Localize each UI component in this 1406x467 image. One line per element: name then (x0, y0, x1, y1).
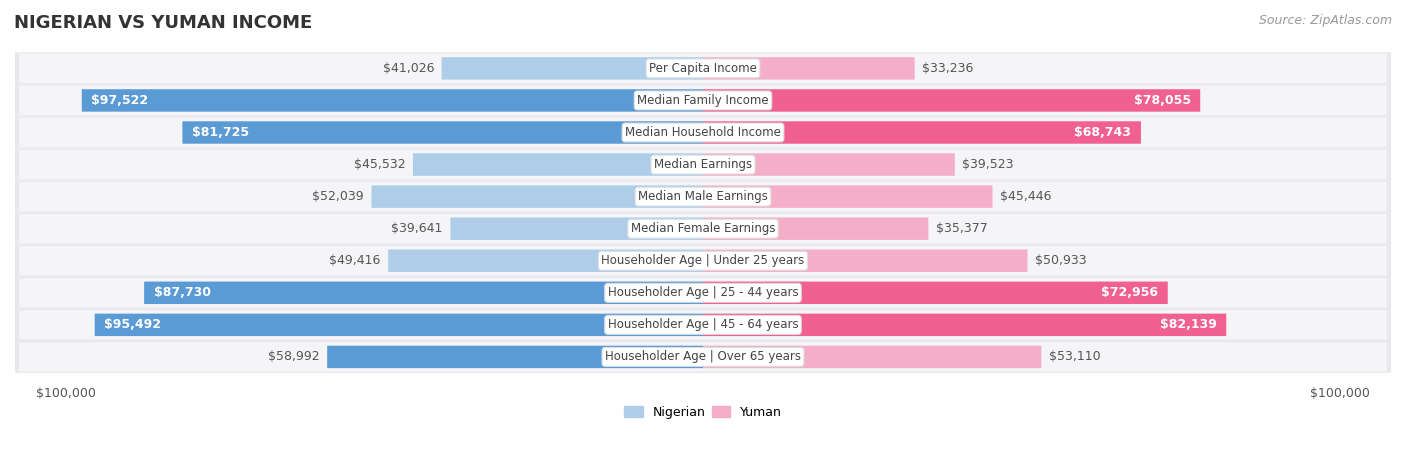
FancyBboxPatch shape (703, 346, 1042, 368)
FancyBboxPatch shape (145, 282, 703, 304)
FancyBboxPatch shape (20, 246, 1386, 276)
FancyBboxPatch shape (82, 89, 703, 112)
Text: $82,139: $82,139 (1160, 318, 1216, 332)
FancyBboxPatch shape (703, 153, 955, 176)
FancyBboxPatch shape (15, 116, 1391, 149)
Text: Householder Age | Over 65 years: Householder Age | Over 65 years (605, 350, 801, 363)
Text: Householder Age | Under 25 years: Householder Age | Under 25 years (602, 254, 804, 267)
Text: $78,055: $78,055 (1133, 94, 1191, 107)
FancyBboxPatch shape (15, 181, 1391, 212)
FancyBboxPatch shape (413, 153, 703, 176)
Text: Per Capita Income: Per Capita Income (650, 62, 756, 75)
FancyBboxPatch shape (15, 149, 1391, 181)
FancyBboxPatch shape (20, 54, 1386, 83)
Text: $35,377: $35,377 (936, 222, 988, 235)
Text: $45,532: $45,532 (354, 158, 405, 171)
FancyBboxPatch shape (15, 341, 1391, 373)
FancyBboxPatch shape (703, 249, 1028, 272)
FancyBboxPatch shape (15, 277, 1391, 309)
FancyBboxPatch shape (20, 150, 1386, 179)
FancyBboxPatch shape (703, 121, 1140, 144)
FancyBboxPatch shape (20, 182, 1386, 212)
FancyBboxPatch shape (15, 309, 1391, 341)
Text: $58,992: $58,992 (269, 350, 319, 363)
Text: $87,730: $87,730 (153, 286, 211, 299)
FancyBboxPatch shape (371, 185, 703, 208)
FancyBboxPatch shape (703, 185, 993, 208)
FancyBboxPatch shape (94, 314, 703, 336)
Text: $95,492: $95,492 (104, 318, 162, 332)
FancyBboxPatch shape (15, 52, 1391, 85)
FancyBboxPatch shape (703, 57, 915, 79)
Text: $45,446: $45,446 (1000, 190, 1052, 203)
FancyBboxPatch shape (703, 314, 1226, 336)
Text: $33,236: $33,236 (922, 62, 974, 75)
Legend: Nigerian, Yuman: Nigerian, Yuman (619, 401, 787, 424)
Text: Median Female Earnings: Median Female Earnings (631, 222, 775, 235)
Text: $72,956: $72,956 (1101, 286, 1159, 299)
FancyBboxPatch shape (20, 118, 1386, 147)
FancyBboxPatch shape (15, 85, 1391, 116)
Text: $39,641: $39,641 (391, 222, 443, 235)
Text: $39,523: $39,523 (963, 158, 1014, 171)
FancyBboxPatch shape (703, 218, 928, 240)
FancyBboxPatch shape (388, 249, 703, 272)
FancyBboxPatch shape (15, 245, 1391, 277)
Text: Median Family Income: Median Family Income (637, 94, 769, 107)
Text: Source: ZipAtlas.com: Source: ZipAtlas.com (1258, 14, 1392, 27)
Text: $68,743: $68,743 (1074, 126, 1132, 139)
Text: NIGERIAN VS YUMAN INCOME: NIGERIAN VS YUMAN INCOME (14, 14, 312, 32)
FancyBboxPatch shape (183, 121, 703, 144)
Text: Median Household Income: Median Household Income (626, 126, 780, 139)
FancyBboxPatch shape (20, 214, 1386, 243)
FancyBboxPatch shape (450, 218, 703, 240)
FancyBboxPatch shape (20, 310, 1386, 340)
FancyBboxPatch shape (441, 57, 703, 79)
Text: Median Male Earnings: Median Male Earnings (638, 190, 768, 203)
Text: $53,110: $53,110 (1049, 350, 1101, 363)
Text: $97,522: $97,522 (91, 94, 149, 107)
Text: $50,933: $50,933 (1035, 254, 1087, 267)
FancyBboxPatch shape (703, 282, 1168, 304)
Text: Householder Age | 25 - 44 years: Householder Age | 25 - 44 years (607, 286, 799, 299)
Text: $81,725: $81,725 (193, 126, 249, 139)
FancyBboxPatch shape (20, 278, 1386, 308)
Text: $52,039: $52,039 (312, 190, 364, 203)
FancyBboxPatch shape (15, 212, 1391, 245)
FancyBboxPatch shape (328, 346, 703, 368)
FancyBboxPatch shape (20, 86, 1386, 115)
FancyBboxPatch shape (20, 342, 1386, 372)
Text: $49,416: $49,416 (329, 254, 381, 267)
Text: Householder Age | 45 - 64 years: Householder Age | 45 - 64 years (607, 318, 799, 332)
FancyBboxPatch shape (703, 89, 1201, 112)
Text: Median Earnings: Median Earnings (654, 158, 752, 171)
Text: $41,026: $41,026 (382, 62, 434, 75)
